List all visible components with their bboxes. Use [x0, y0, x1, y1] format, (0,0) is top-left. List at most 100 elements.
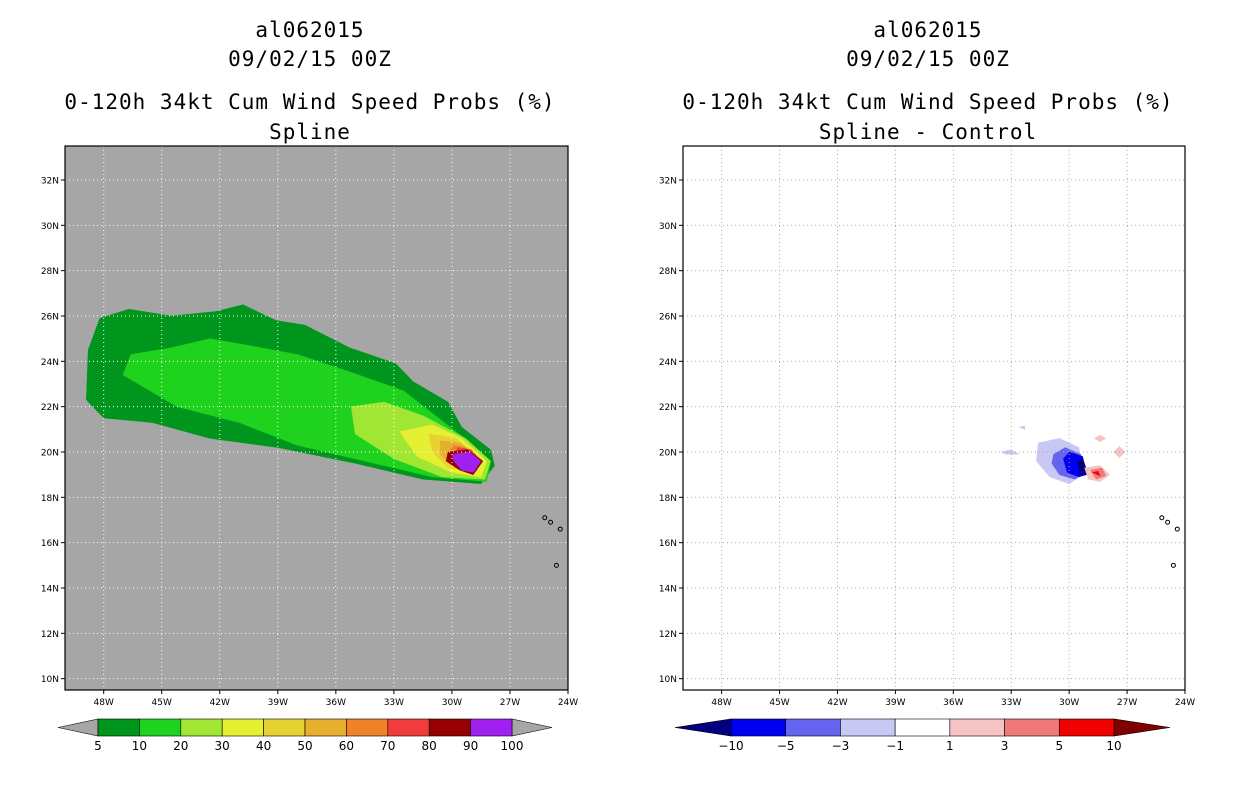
left-colorbar-label-9: 90: [463, 739, 478, 753]
left-colorbar-swatch-8: [428, 718, 471, 737]
right-colorbar-swatch-6: [1058, 718, 1115, 737]
left-ytick-label-20N: 20N: [41, 449, 59, 459]
right-map-panel: 10N 12N 14N 16N 18N 20N 22N 24N 26N 28N 30N 32N 48W 4…: [659, 145, 1195, 753]
right-ytick-label-26N: 26N: [659, 313, 677, 323]
right-colorbar-swatch-0: [730, 718, 787, 737]
right-ytick-label-16N: 16N: [659, 539, 677, 549]
left-subtitle: Spline: [269, 120, 351, 144]
left-colorbar-label-3: 30: [215, 739, 230, 753]
left-ytick-label-12N: 12N: [41, 630, 59, 640]
right-contour-level-5-10: [1091, 471, 1101, 477]
left-ytick-label-30N: 30N: [41, 222, 59, 232]
right-map-background: [683, 146, 1185, 690]
right-product-title: 0-120h 34kt Cum Wind Speed Probs (%): [682, 90, 1174, 114]
left-colorbar-label-2: 20: [173, 739, 188, 753]
left-ytick-label-10N: 10N: [41, 675, 59, 685]
left-colorbar-swatch-2: [180, 718, 223, 737]
left-ytick-label-28N: 28N: [41, 267, 59, 277]
right-subtitle: Spline - Control: [818, 120, 1038, 144]
left-ytick-label-16N: 16N: [41, 539, 59, 549]
right-island-outline-1: [1165, 519, 1171, 525]
right-ytick-label-24N: 24N: [659, 358, 677, 368]
right-xtick-label-36W: 36W: [943, 698, 963, 708]
left-colorbar-label-0: 5: [94, 739, 102, 753]
right-xtick-label-48W: 48W: [711, 698, 731, 708]
right-ytick-label-10N: 10N: [659, 675, 677, 685]
right-colorbar-swatch-2: [840, 718, 896, 737]
left-colorbar-label-10: 100: [501, 739, 524, 753]
right-ytick-label-30N: 30N: [659, 222, 677, 232]
right-xtick-label-42W: 42W: [827, 698, 847, 708]
left-colorbar-swatch-3: [221, 718, 264, 737]
right-colorbar-label-2: −3: [832, 739, 850, 753]
left-xtick-label-45W: 45W: [152, 698, 172, 708]
left-datetime: 09/02/15 00Z: [228, 47, 392, 71]
right-colorbar-label-5: 3: [1001, 739, 1009, 753]
left-colorbar-swatch-5: [304, 718, 347, 737]
left-colorbar-swatch-7: [387, 718, 430, 737]
right-map-frame: [682, 145, 1186, 691]
right-colorbar-label-6: 5: [1055, 739, 1063, 753]
left-map-frame: [64, 145, 569, 691]
left-island-outline-1: [548, 519, 554, 525]
left-ytick-label-22N: 22N: [41, 403, 59, 413]
right-island-outline-0: [1159, 515, 1165, 521]
left-ytick-label-32N: 32N: [41, 177, 59, 187]
left-ytick-label-24N: 24N: [41, 358, 59, 368]
left-island-outline-3: [553, 562, 559, 568]
right-colorbar-label-1: −5: [777, 739, 795, 753]
right-xtick-label-39W: 39W: [885, 698, 905, 708]
right-datetime: 09/02/15 00Z: [846, 47, 1010, 71]
right-ytick-label-18N: 18N: [659, 494, 677, 504]
right-island-outline-3: [1170, 562, 1176, 568]
left-colorbar-swatch-0: [97, 718, 140, 737]
right-colorbar: −10 −5 −3 −1 1 3 5 10: [674, 718, 1171, 753]
left-colorbar-swatch-9: [470, 718, 513, 737]
left-xtick-label-39W: 39W: [268, 698, 288, 708]
left-xtick-label-30W: 30W: [442, 698, 462, 708]
right-contour-level--1-2: [1018, 425, 1025, 430]
right-contour-level--1-1: [1000, 449, 1020, 455]
right-colorbar-label-7: 10: [1106, 739, 1121, 753]
right-ytick-label-12N: 12N: [659, 630, 677, 640]
right-ytick-label-22N: 22N: [659, 403, 677, 413]
left-xtick-label-27W: 27W: [500, 698, 520, 708]
left-colorbar: 5 10 20 30 40 50 60 70 80 90 100: [57, 718, 553, 753]
right-colorbar-high-triangle: [1113, 718, 1171, 737]
left-ytick-label-18N: 18N: [41, 494, 59, 504]
right-storm-id: al062015: [873, 18, 983, 42]
left-island-outline-0: [542, 515, 548, 521]
right-colorbar-swatch-4: [949, 718, 1005, 737]
left-colorbar-high-triangle: [511, 718, 553, 737]
right-colorbar-label-3: −1: [886, 739, 904, 753]
right-xtick-label-45W: 45W: [769, 698, 789, 708]
right-xtick-label-24W: 24W: [1175, 698, 1195, 708]
left-island-outline-2: [557, 526, 563, 532]
right-ytick-label-14N: 14N: [659, 585, 677, 595]
left-colorbar-label-5: 50: [297, 739, 312, 753]
right-xtick-label-27W: 27W: [1117, 698, 1137, 708]
left-colorbar-label-4: 40: [256, 739, 271, 753]
left-xtick-label-33W: 33W: [384, 698, 404, 708]
left-xtick-label-42W: 42W: [210, 698, 230, 708]
right-ytick-label-28N: 28N: [659, 267, 677, 277]
left-ytick-label-14N: 14N: [41, 585, 59, 595]
left-colorbar-label-8: 80: [422, 739, 437, 753]
right-colorbar-low-triangle: [674, 718, 732, 737]
right-colorbar-swatch-5: [1004, 718, 1060, 737]
left-colorbar-low-triangle: [57, 718, 99, 737]
left-product-title: 0-120h 34kt Cum Wind Speed Probs (%): [64, 90, 556, 114]
left-colorbar-swatch-4: [263, 718, 306, 737]
right-ytick-label-20N: 20N: [659, 449, 677, 459]
left-xtick-label-24W: 24W: [558, 698, 578, 708]
right-island-outline-2: [1174, 526, 1180, 532]
left-colorbar-label-1: 10: [132, 739, 147, 753]
left-xtick-label-36W: 36W: [326, 698, 346, 708]
right-ytick-label-32N: 32N: [659, 177, 677, 187]
left-colorbar-swatch-6: [346, 718, 389, 737]
right-colorbar-label-4: 1: [946, 739, 954, 753]
left-colorbar-swatch-1: [139, 718, 182, 737]
left-xtick-label-48W: 48W: [94, 698, 114, 708]
left-colorbar-label-7: 70: [380, 739, 395, 753]
